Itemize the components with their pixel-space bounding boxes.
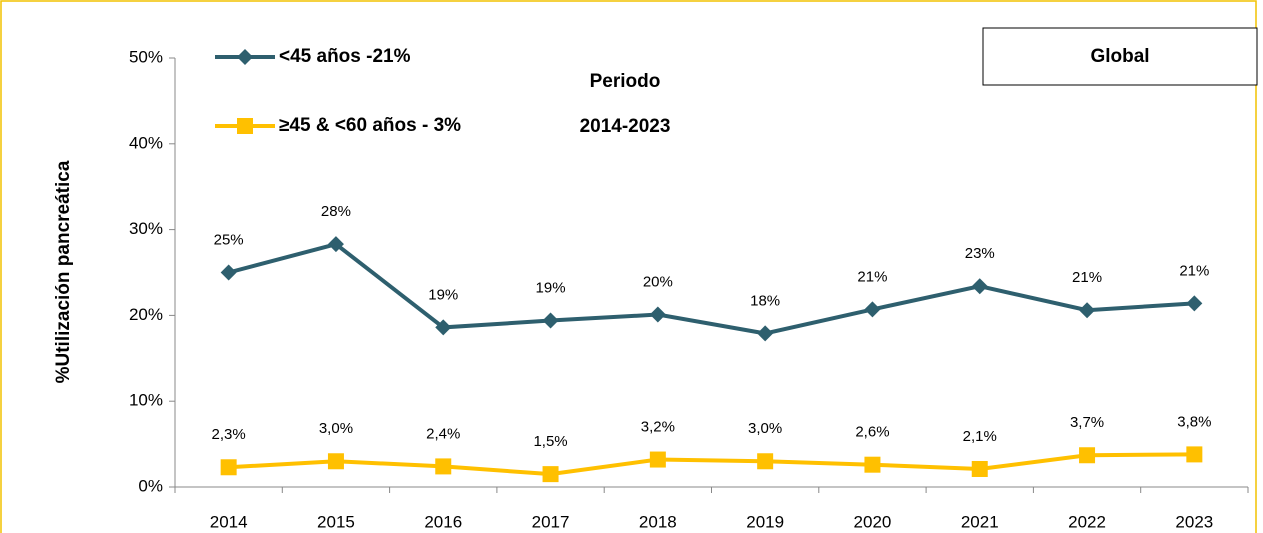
value-label: 2,3% xyxy=(212,426,246,443)
legend-label: ≥45 & <60 años - 3% xyxy=(279,115,461,136)
value-label: 25% xyxy=(214,231,244,248)
y-tick-label: 50% xyxy=(129,47,163,66)
x-tick-label: 2021 xyxy=(961,512,999,531)
marker xyxy=(971,460,988,477)
global-box xyxy=(982,27,1258,86)
marker xyxy=(864,301,881,318)
x-tick-label: 2016 xyxy=(424,512,462,531)
marker xyxy=(757,325,774,342)
value-label: 20% xyxy=(643,274,673,291)
y-tick-label: 40% xyxy=(129,133,163,152)
marker xyxy=(649,306,666,323)
value-label: 3,0% xyxy=(748,420,782,437)
value-label: 3,8% xyxy=(1177,413,1211,430)
marker xyxy=(542,466,559,483)
x-tick-label: 2018 xyxy=(639,512,677,531)
y-tick-label: 10% xyxy=(129,391,163,410)
y-tick-label: 0% xyxy=(138,476,163,495)
y-tick-label: 20% xyxy=(129,305,163,324)
marker xyxy=(1186,446,1203,463)
marker xyxy=(1186,295,1203,312)
value-label: 28% xyxy=(321,203,351,220)
annotation: 2014-2023 xyxy=(580,116,671,137)
legend-label: <45 años -21% xyxy=(279,46,411,67)
value-label: 19% xyxy=(536,280,566,297)
marker xyxy=(1079,447,1096,464)
y-axis-label: %Utilización pancreática xyxy=(53,160,74,383)
marker xyxy=(971,278,988,295)
marker xyxy=(220,264,237,281)
marker xyxy=(327,453,344,470)
value-label: 2,6% xyxy=(855,424,889,441)
marker xyxy=(435,319,452,336)
x-tick-label: 2022 xyxy=(1068,512,1106,531)
box-label: Global xyxy=(1090,46,1149,67)
marker xyxy=(435,458,452,475)
x-tick-label: 2019 xyxy=(746,512,784,531)
y-tick-label: 30% xyxy=(129,219,163,238)
value-label: 1,5% xyxy=(533,433,567,450)
marker xyxy=(649,451,666,468)
marker xyxy=(757,453,774,470)
x-tick-label: 2015 xyxy=(317,512,355,531)
value-label: 18% xyxy=(750,292,780,309)
marker xyxy=(542,312,559,329)
legend-marker xyxy=(237,118,253,134)
value-label: 3,2% xyxy=(641,419,675,436)
x-tick-label: 2017 xyxy=(532,512,570,531)
marker xyxy=(220,459,237,476)
x-tick-label: 2020 xyxy=(854,512,892,531)
x-tick-label: 2014 xyxy=(210,512,248,531)
x-tick-label: 2023 xyxy=(1175,512,1213,531)
marker xyxy=(1079,302,1096,319)
value-label: 3,7% xyxy=(1070,414,1104,431)
legend-marker xyxy=(237,49,253,65)
series-line xyxy=(228,452,1195,477)
marker xyxy=(327,236,344,253)
value-label: 2,1% xyxy=(963,428,997,445)
marker xyxy=(864,456,881,473)
value-label: 23% xyxy=(965,245,995,262)
series-line xyxy=(228,242,1195,336)
value-label: 3,0% xyxy=(319,420,353,437)
annotation: Periodo xyxy=(590,71,661,92)
value-label: 21% xyxy=(857,268,887,285)
value-label: 21% xyxy=(1072,269,1102,286)
value-label: 21% xyxy=(1179,262,1209,279)
value-label: 2,4% xyxy=(426,425,460,442)
value-label: 19% xyxy=(428,286,458,303)
